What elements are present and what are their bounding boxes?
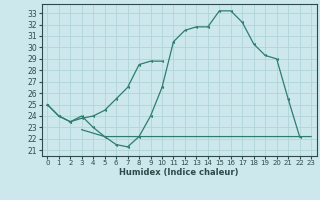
X-axis label: Humidex (Indice chaleur): Humidex (Indice chaleur) xyxy=(119,168,239,177)
